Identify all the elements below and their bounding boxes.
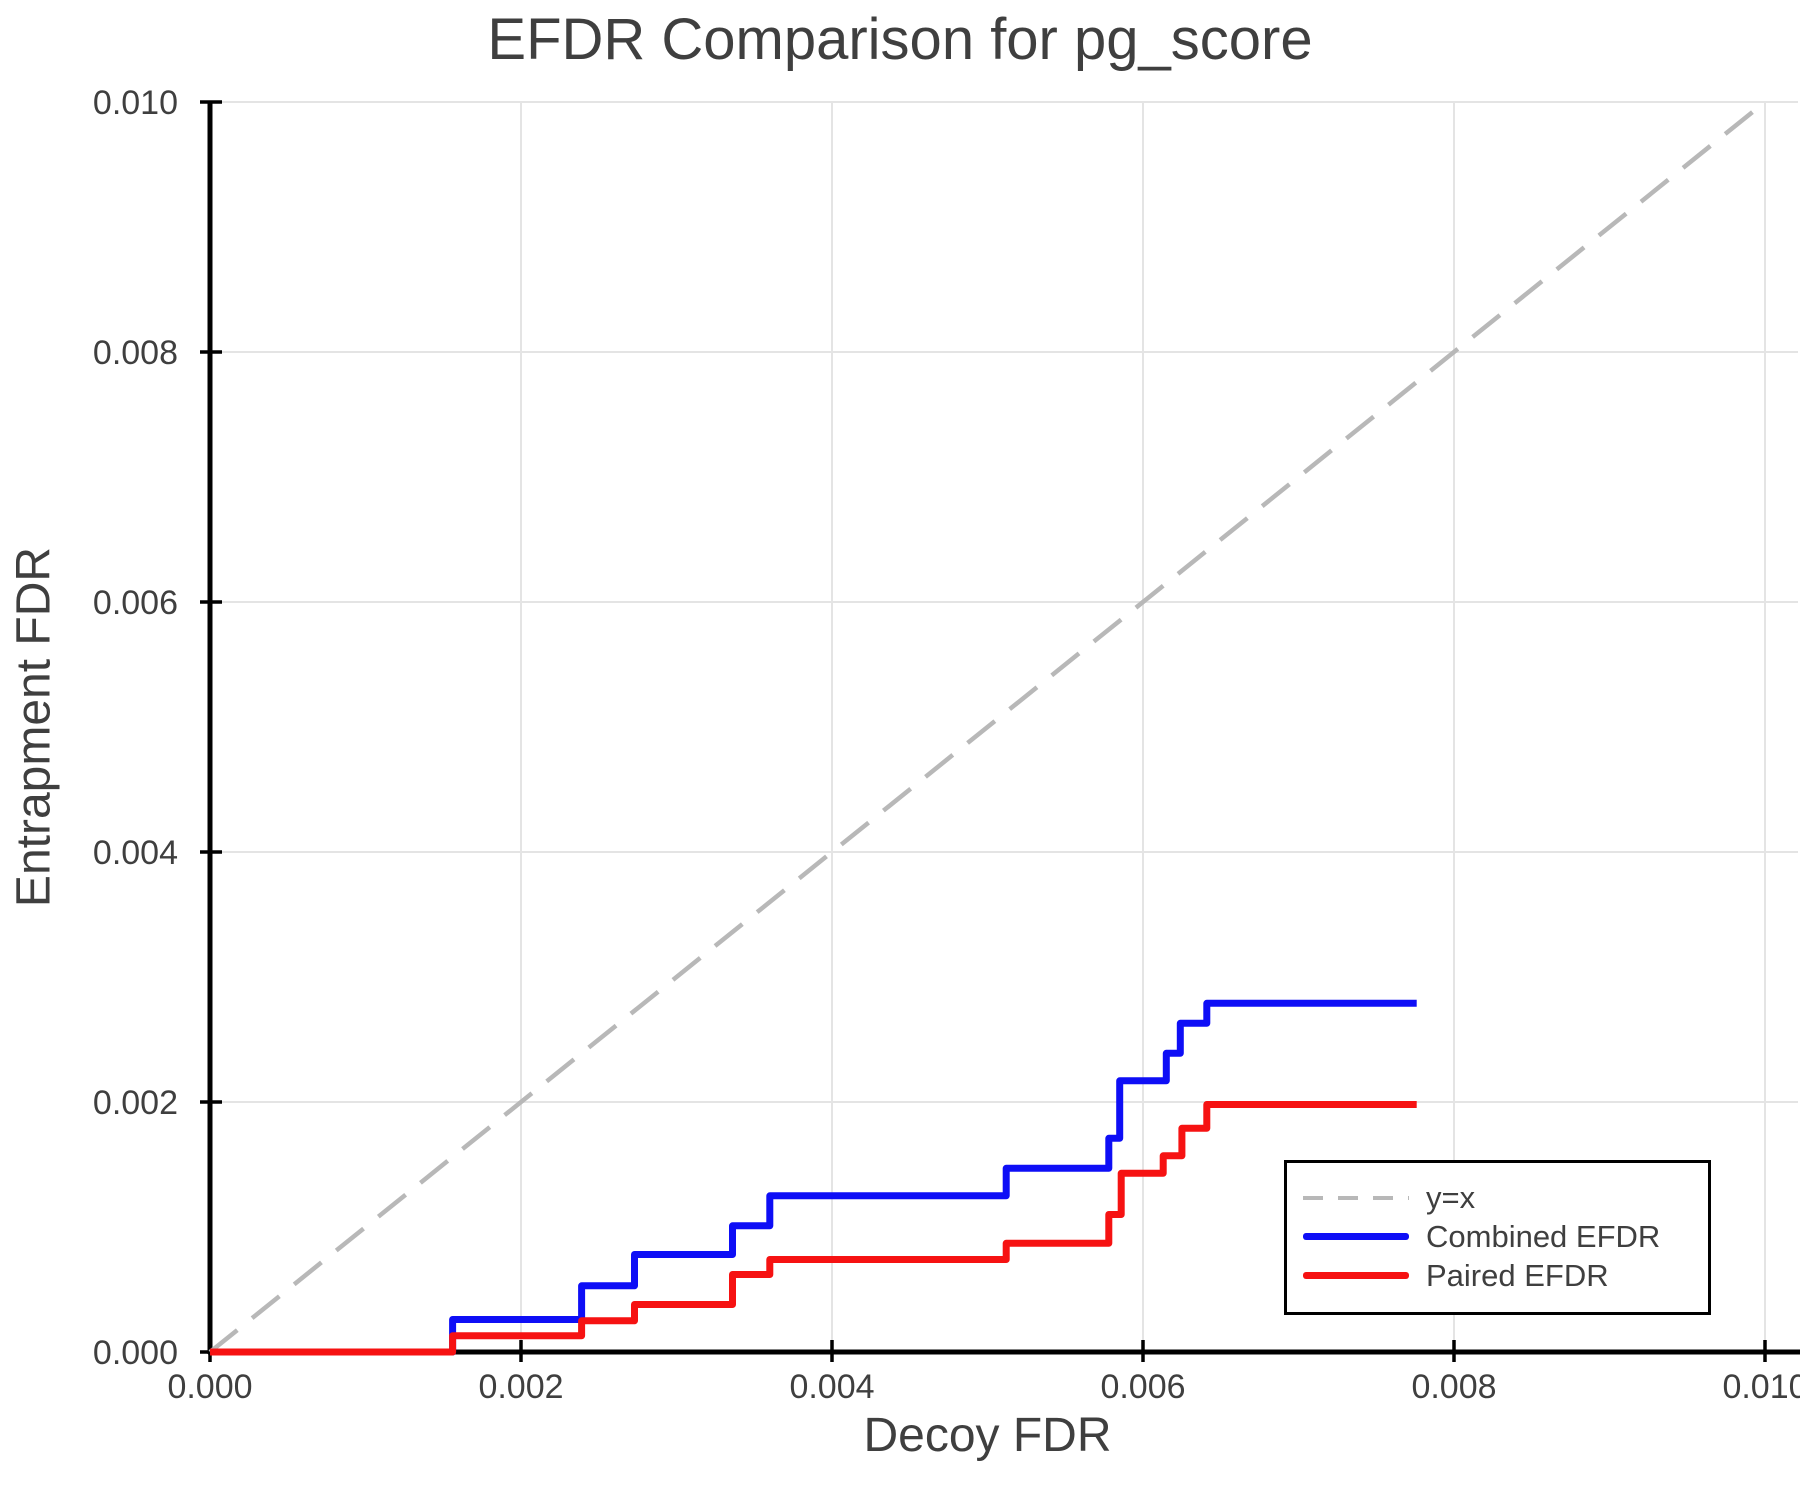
- legend-label-paired: Paired EFDR: [1426, 1258, 1609, 1293]
- y-tick-label: 0.010: [93, 84, 178, 122]
- x-tick-label: 0.008: [1411, 1368, 1496, 1406]
- x-tick-label: 0.004: [789, 1368, 874, 1406]
- legend-row-identity: y=x: [1303, 1178, 1708, 1217]
- y-tick-label: 0.000: [93, 1334, 178, 1372]
- x-tick-label: 0.010: [1722, 1368, 1800, 1406]
- legend-label-combined: Combined EFDR: [1426, 1219, 1661, 1254]
- y-tick-label: 0.004: [93, 834, 178, 872]
- x-axis-label: Decoy FDR: [863, 1409, 1112, 1462]
- combined-efdr-line: [210, 999, 1417, 1356]
- legend: y=x Combined EFDR Paired EFDR: [1284, 1160, 1711, 1315]
- y-tick-label: 0.006: [93, 584, 178, 622]
- paired-efdr-line-sample: [1303, 1272, 1409, 1279]
- x-tick-label: 0.000: [167, 1368, 252, 1406]
- legend-label-identity: y=x: [1426, 1180, 1476, 1215]
- y-tick-label: 0.008: [93, 334, 178, 372]
- combined-efdr-line-sample: [1303, 1233, 1409, 1240]
- paired-efdr-line: [210, 1101, 1417, 1356]
- y-tick-label: 0.002: [93, 1084, 178, 1122]
- chart-title: EFDR Comparison for pg_score: [487, 7, 1313, 72]
- legend-row-combined: Combined EFDR: [1303, 1217, 1708, 1256]
- legend-row-paired: Paired EFDR: [1303, 1256, 1708, 1295]
- identity-line-sample: [1303, 1195, 1409, 1200]
- identity-line: [208, 100, 1767, 1354]
- x-tick-label: 0.006: [1100, 1368, 1185, 1406]
- y-axis-label: Entrapment FDR: [7, 546, 61, 908]
- x-tick-label: 0.002: [478, 1368, 563, 1406]
